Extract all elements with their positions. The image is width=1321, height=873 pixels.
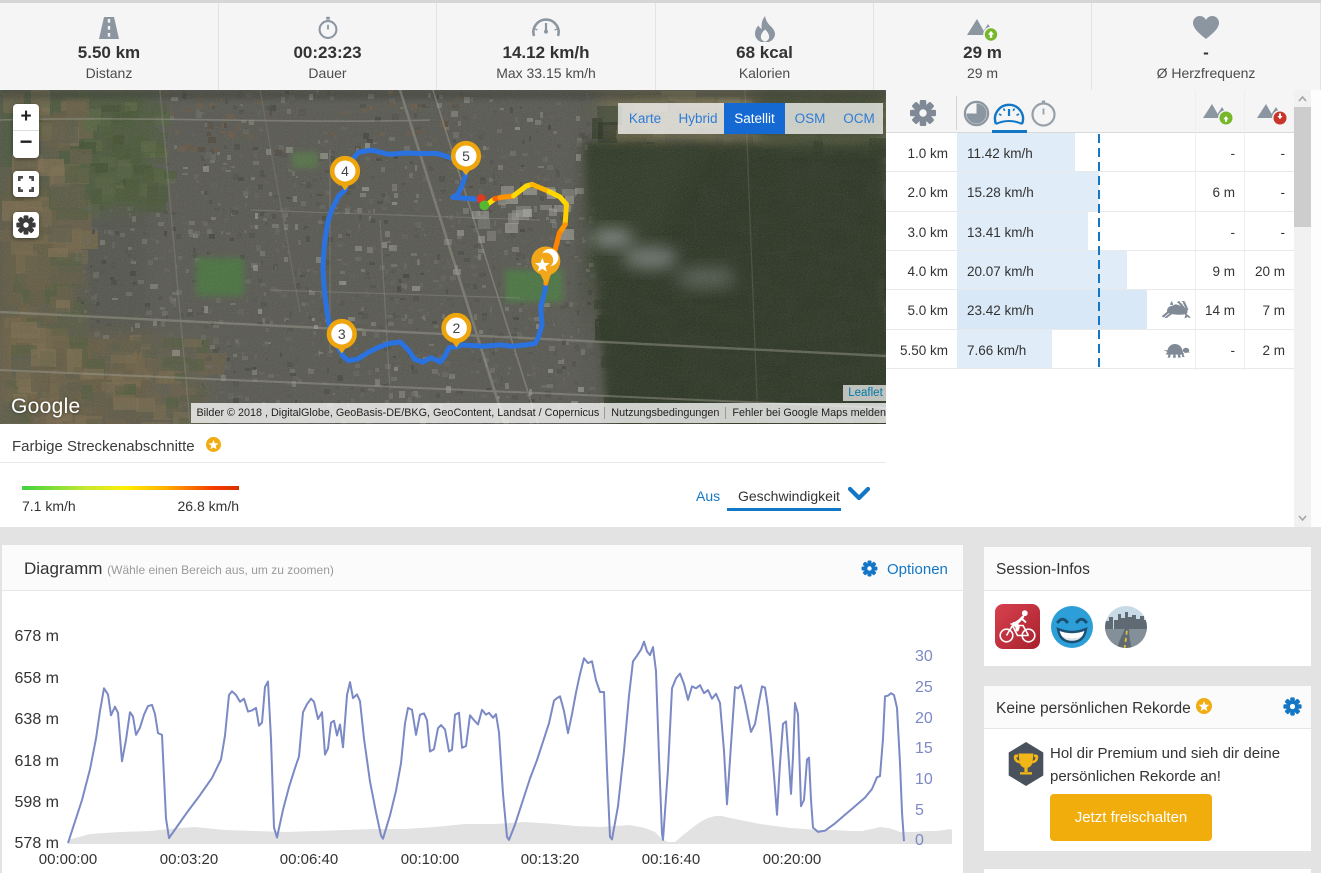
svg-text:5: 5	[462, 148, 470, 164]
svg-text:3: 3	[338, 326, 346, 342]
svg-text:2: 2	[453, 320, 461, 336]
svg-text:4: 4	[341, 163, 349, 179]
